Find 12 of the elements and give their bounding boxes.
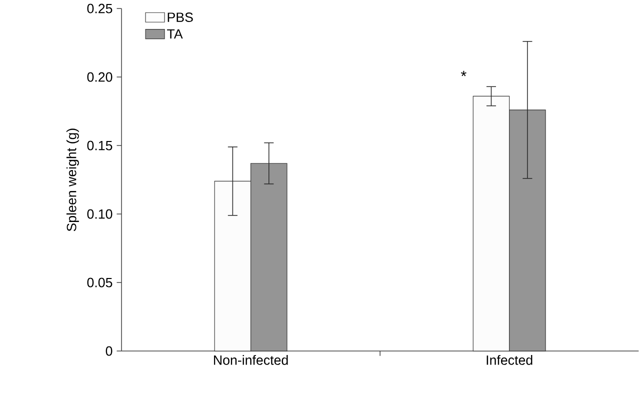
x-tick-label: Infected xyxy=(486,355,532,366)
legend-label: TA xyxy=(167,30,183,39)
y-tick-label: 0.20 xyxy=(87,72,112,82)
annotation: * xyxy=(460,71,466,76)
y-tick-label: 0.10 xyxy=(87,210,112,220)
y-tick-label: 0.15 xyxy=(87,141,112,151)
x-tick-label: Non-infected xyxy=(214,355,288,366)
y-axis-title: Spleen weight (g) xyxy=(66,128,79,232)
y-tick-label: 0 xyxy=(106,346,112,356)
y-tick-label: 0.25 xyxy=(87,4,112,14)
legend-label: PBS xyxy=(168,12,193,22)
y-tick-label: 0.05 xyxy=(87,278,112,288)
